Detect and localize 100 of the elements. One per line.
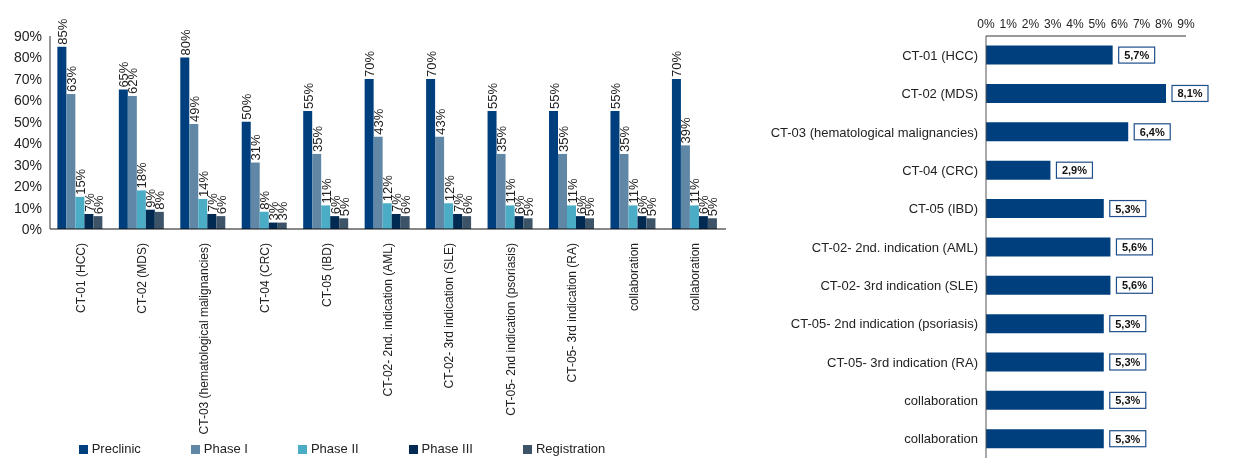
x-tick-label: 0% <box>977 17 995 31</box>
bar <box>118 89 128 229</box>
bar <box>127 96 137 229</box>
bar <box>189 123 199 229</box>
y-tick-label: CT-05 (IBD) <box>908 201 978 217</box>
bar <box>986 314 1104 334</box>
data-label: 70% <box>423 50 439 77</box>
x-tick-label: CT-01 (HCC) <box>73 243 88 314</box>
bar <box>671 78 681 229</box>
bar <box>154 211 164 229</box>
y-tick-label: CT-02 (MDS) <box>901 86 978 102</box>
data-label: 5,3% <box>1115 394 1141 407</box>
x-tick-label: CT-04 (CRC) <box>258 243 273 314</box>
bar <box>75 196 85 229</box>
bar <box>646 218 656 229</box>
x-tick-label: 4% <box>1066 17 1084 31</box>
data-label: 50% <box>239 93 255 120</box>
data-label: 35% <box>494 125 510 152</box>
bar <box>505 205 515 229</box>
x-tick-label: 7% <box>1132 17 1151 31</box>
bar <box>84 213 94 229</box>
data-label: 55% <box>300 82 316 110</box>
bar <box>250 162 260 229</box>
bar <box>198 198 208 229</box>
y-tick-label: CT-05- 3rd indication (RA) <box>827 354 978 370</box>
data-label: 70% <box>362 50 378 77</box>
bar <box>207 213 217 229</box>
data-label: 5,7% <box>1124 49 1150 62</box>
bar <box>585 218 595 229</box>
bar <box>986 352 1104 372</box>
bar <box>610 111 620 229</box>
bar <box>444 203 454 229</box>
data-label: 39% <box>678 116 694 144</box>
x-tick-label: 8% <box>1155 17 1173 31</box>
y-tick-label: CT-01 (HCC) <box>902 47 978 63</box>
bar <box>321 205 331 229</box>
bar <box>57 46 67 229</box>
x-tick-label: CT-05 (IBD) <box>319 243 334 308</box>
bar <box>986 199 1104 219</box>
bar <box>391 213 401 229</box>
legend-label: Phase I <box>203 441 248 456</box>
data-label: 6,4% <box>1139 125 1165 138</box>
data-label: 49% <box>186 95 202 122</box>
bar <box>426 78 436 229</box>
bar <box>680 145 690 229</box>
legend-label: Preclinic <box>91 441 141 456</box>
data-label: 43% <box>432 108 448 135</box>
data-label: 85% <box>54 18 70 45</box>
bar <box>707 218 717 229</box>
bar <box>487 111 497 229</box>
bar <box>180 57 190 229</box>
y-tick-label: 0% <box>21 220 42 237</box>
bar <box>330 216 340 229</box>
bar <box>400 216 410 229</box>
bar <box>364 78 374 229</box>
x-tick-label: 6% <box>1110 17 1129 31</box>
data-label: 55% <box>485 82 501 110</box>
y-tick-label: 80% <box>13 49 42 66</box>
x-tick-label: CT-05- 3rd indication (RA) <box>565 243 580 383</box>
data-label: 18% <box>134 161 150 189</box>
bar <box>259 211 269 229</box>
data-label: 35% <box>616 125 632 152</box>
bar <box>435 136 445 229</box>
data-label: 80% <box>177 28 193 56</box>
y-tick-label: 90% <box>13 27 42 44</box>
data-label: 14% <box>195 170 211 197</box>
bar <box>576 216 586 229</box>
bar <box>637 216 647 229</box>
x-tick-label: collaboration <box>688 243 703 312</box>
bar <box>619 153 629 229</box>
x-tick-label: collaboration <box>626 243 641 312</box>
bar <box>453 213 463 229</box>
data-label: 5,3% <box>1115 356 1141 368</box>
y-tick-label: collaboration <box>904 431 978 447</box>
data-label: 5,3% <box>1115 202 1141 215</box>
y-tick-label: collaboration <box>904 393 978 409</box>
data-label: 70% <box>669 50 685 77</box>
bar <box>698 216 708 229</box>
x-tick-label: 1% <box>999 17 1018 31</box>
bar <box>216 216 226 229</box>
y-tick-label: 40% <box>13 135 42 152</box>
data-label: 55% <box>607 82 623 110</box>
bar <box>628 205 638 229</box>
bar <box>66 93 76 229</box>
bar <box>462 216 472 229</box>
x-tick-label: 9% <box>1177 17 1195 31</box>
bar <box>145 209 155 229</box>
data-label: 55% <box>546 82 562 110</box>
legend-label: Phase II <box>310 441 359 456</box>
bar <box>303 111 313 229</box>
x-tick-label: 3% <box>1043 17 1062 31</box>
bar <box>986 122 1129 142</box>
x-tick-label: CT-02 (MDS) <box>135 243 150 314</box>
data-label: 15% <box>72 168 88 195</box>
data-label: 35% <box>309 125 325 152</box>
bar <box>373 136 383 229</box>
bar <box>986 83 1166 103</box>
bar <box>136 190 146 229</box>
data-label: 8,1% <box>1177 87 1203 100</box>
data-label: 5,6% <box>1121 240 1148 253</box>
